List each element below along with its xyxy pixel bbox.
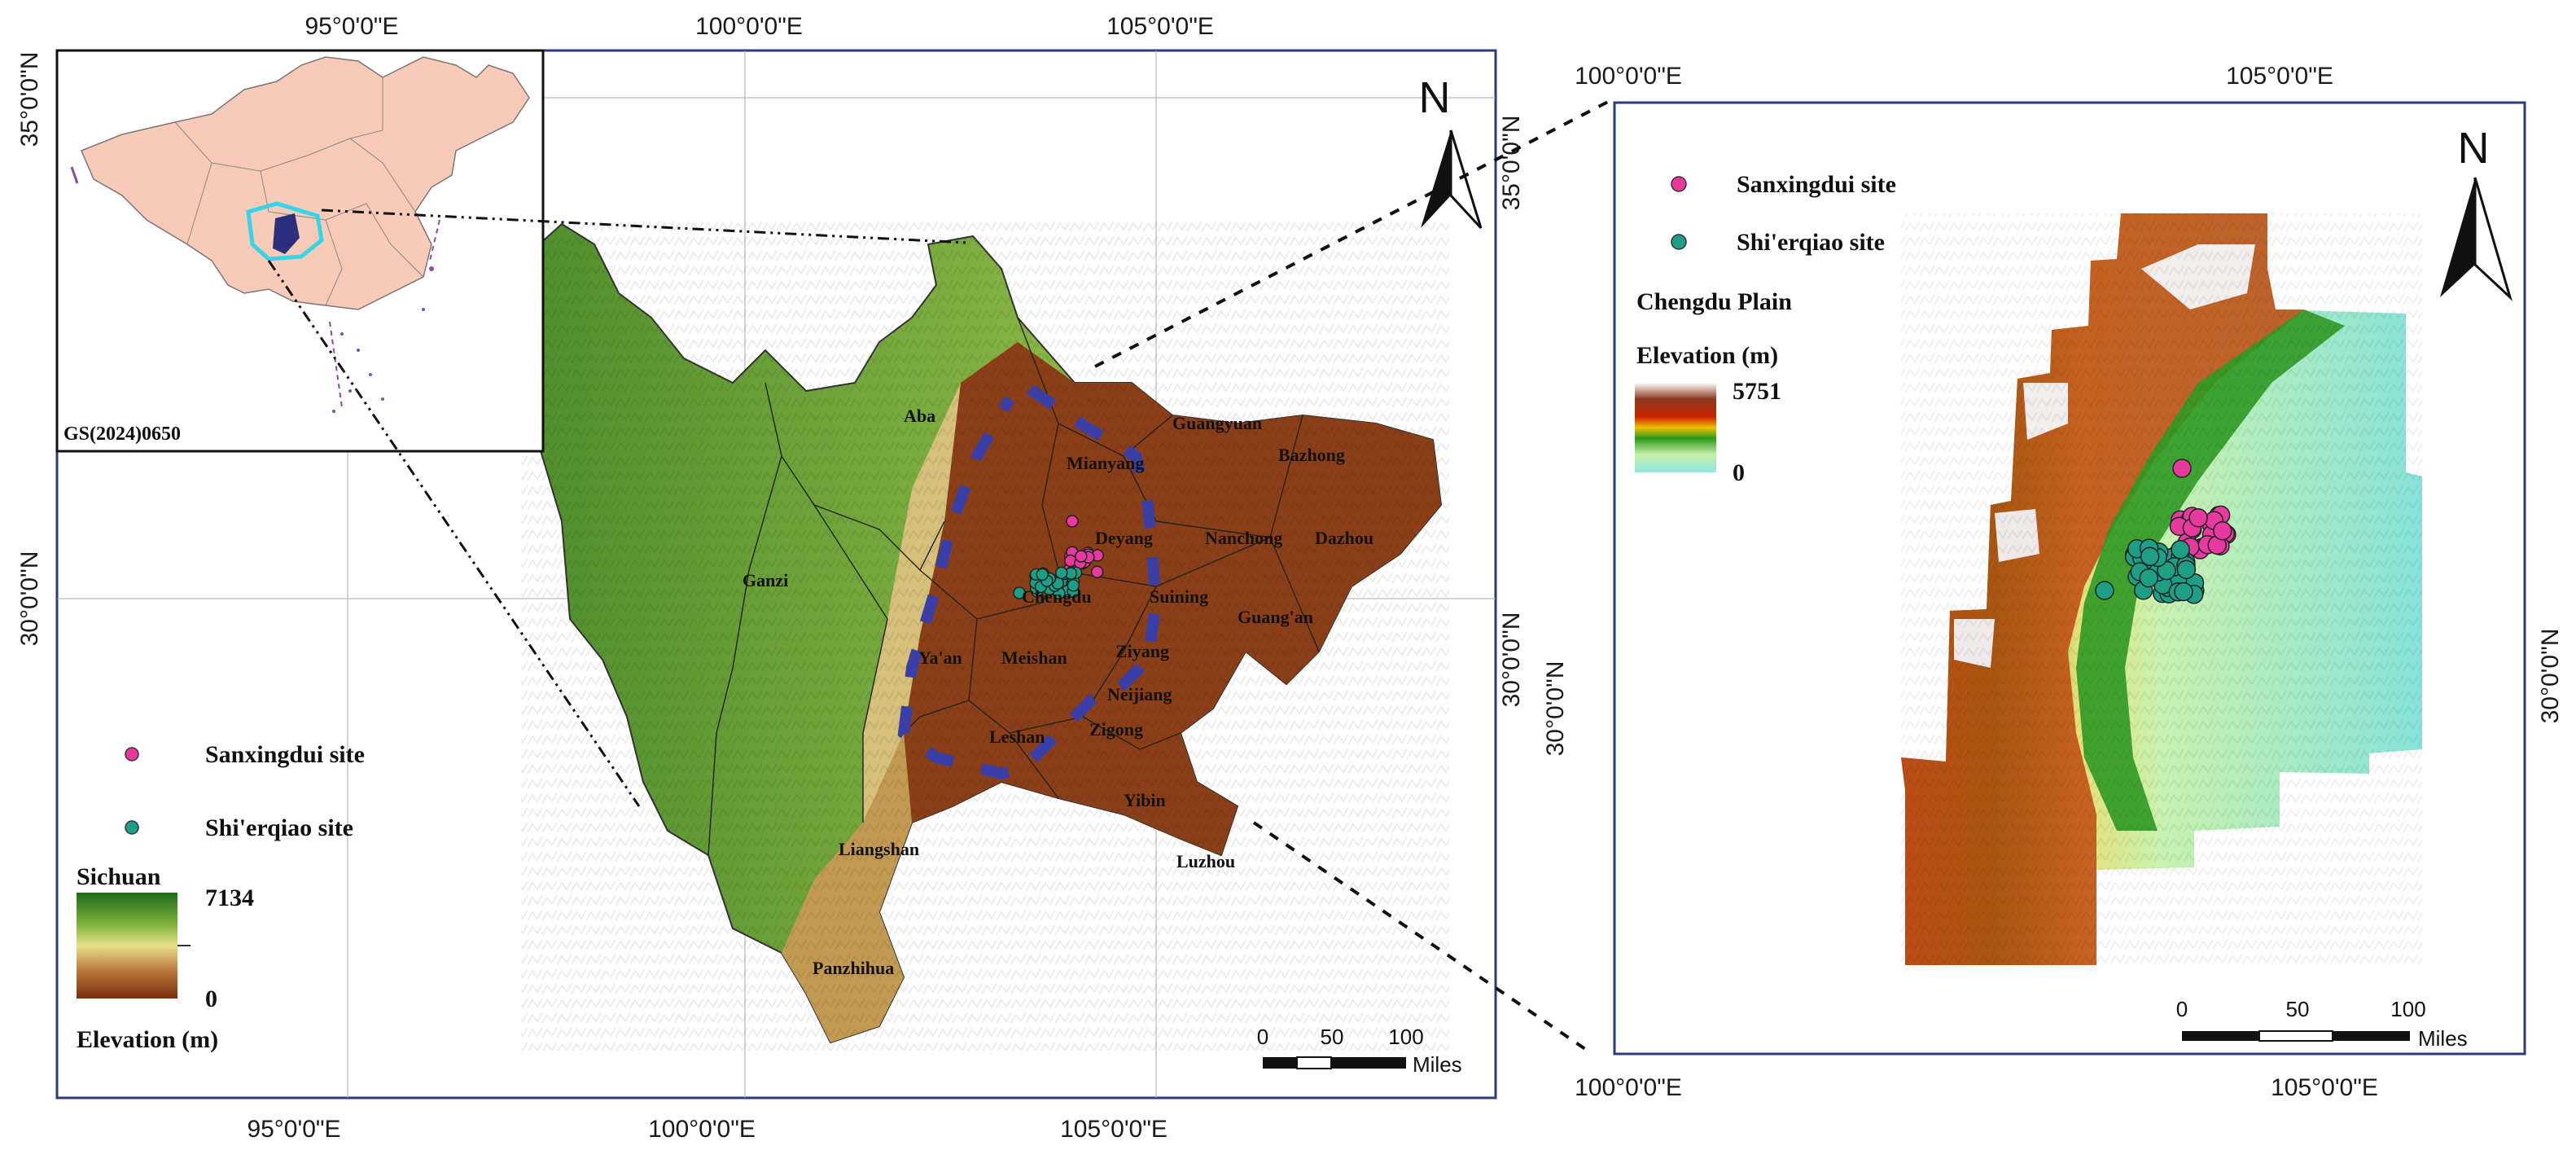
shierqiao-legend-label: Shi'erqiao site (205, 814, 353, 841)
city-label-panzhihua: Panzhihua (813, 958, 894, 978)
zoom-connector-line (1252, 821, 1589, 1052)
lon-label-top: 95°0'0"E (304, 13, 398, 40)
shierqiao-site-point (1067, 579, 1080, 592)
shierqiao-site-point (2139, 568, 2159, 588)
right-north-arrow: N (2440, 124, 2512, 301)
left-north-arrow: N (1419, 73, 1483, 230)
shierqiao-site-point (1036, 568, 1049, 582)
lat-label-right: 30°0'0"N (2537, 629, 2564, 724)
city-label-neijiang: Neijiang (1107, 684, 1172, 704)
left-legend: Sanxingdui site Shi'erqiao site Sichuan … (77, 741, 365, 1053)
city-label-yaan: Ya'an (918, 647, 962, 668)
chengdu-plain-outline (897, 384, 1163, 780)
scalebar-tick-label: 50 (2286, 997, 2310, 1021)
right-site-points (2095, 459, 2236, 604)
lat-label-left: 30°0'0"N (16, 551, 43, 647)
prefecture-borders (708, 317, 1320, 856)
city-label-aba: Aba (904, 406, 935, 426)
lon-label-bottom: 105°0'0"E (1060, 1116, 1168, 1143)
city-label-yibin: Yibin (1124, 790, 1166, 810)
elevation-max-label: 5751 (1733, 378, 1781, 405)
city-label-leshan: Leshan (989, 726, 1045, 747)
lon-label-bottom: 100°0'0"E (648, 1116, 756, 1143)
sanxingdui-legend-label: Sanxingdui site (1737, 171, 1896, 198)
lon-label-bottom: 100°0'0"E (1575, 1074, 1682, 1101)
shierqiao-site-point (1055, 566, 1068, 580)
lat-label-right: 35°0'0"N (1498, 116, 1525, 211)
city-label-dazhou: Dazhou (1315, 528, 1373, 548)
right-scalebar: 0 50 100 Miles (2176, 997, 2468, 1051)
scalebar-tick-label: 0 (2176, 997, 2188, 1021)
city-label-guangan: Guang'an (1238, 607, 1313, 627)
right-legend: Sanxingdui site Shi'erqiao site Chengdu … (1635, 171, 1896, 486)
city-label-mianyang: Mianyang (1067, 453, 1144, 473)
city-label-meishan: Meishan (1001, 647, 1067, 668)
city-label-suining: Suining (1150, 586, 1208, 607)
city-label-ziyang: Ziyang (1115, 641, 1169, 661)
sanxingdui-site-point (2188, 507, 2208, 528)
sanxingdui-site-point (1075, 550, 1088, 563)
left-scalebar: 0 50 100 Miles (1257, 1025, 1462, 1077)
scalebar-tick-label: 100 (1388, 1025, 1423, 1049)
city-label-deyang: Deyang (1095, 528, 1153, 548)
sanxingdui-legend-label: Sanxingdui site (205, 741, 365, 768)
sichuan-province (519, 220, 1449, 1051)
lon-label-top: 105°0'0"E (1106, 13, 1214, 40)
region-legend-title: Chengdu Plain (1636, 288, 1792, 315)
shierqiao-site-point (2157, 560, 2176, 581)
sanxingdui-site-point (1090, 565, 1104, 578)
shierqiao-site-point (2095, 581, 2114, 600)
city-label-luzhou: Luzhou (1176, 851, 1235, 871)
city-labels: Aba Guangyuan Bazhong Mianyang Deyang Na… (743, 406, 1373, 978)
sanxingdui-site-point (2172, 459, 2192, 478)
elevation-color-ramp (77, 893, 177, 999)
elevation-legend-title: Elevation (m) (1636, 342, 1778, 369)
lat-label-left: 35°0'0"N (16, 52, 43, 147)
north-label: N (2458, 124, 2490, 173)
city-label-zigong: Zigong (1089, 719, 1143, 740)
city-label-liangshan: Liangshan (839, 839, 919, 859)
inset-connector-line (267, 260, 641, 807)
lat-label-right: 30°0'0"N (1498, 612, 1525, 708)
elevation-legend-title: Elevation (m) (77, 1026, 218, 1053)
lon-label-bottom: 95°0'0"E (247, 1116, 340, 1143)
elevation-color-ramp (1635, 383, 1716, 472)
shierqiao-legend-marker (125, 820, 139, 835)
scalebar-unit: Miles (2418, 1026, 2468, 1051)
sanxingdui-legend-marker (125, 747, 139, 762)
city-label-nanchong: Nanchong (1205, 528, 1282, 548)
shierqiao-site-point (2174, 582, 2193, 602)
shierqiao-site-point (2140, 546, 2160, 567)
sanxingdui-legend-marker (1671, 176, 1687, 192)
elevation-min-label: 0 (1733, 459, 1745, 486)
lat-label-left: 30°0'0"N (1542, 661, 1569, 757)
shierqiao-legend-label: Shi'erqiao site (1737, 229, 1885, 256)
city-label-ganzi: Ganzi (743, 570, 788, 590)
north-label: N (1419, 73, 1451, 122)
china-inset: GS(2024)0650 (55, 49, 545, 453)
city-label-bazhong: Bazhong (1278, 445, 1345, 465)
city-label-guangyuan: Guangyuan (1172, 413, 1262, 433)
shierqiao-site-point (2171, 539, 2190, 560)
lon-label-bottom: 105°0'0"E (2271, 1074, 2378, 1101)
lon-label-top: 100°0'0"E (1575, 63, 1682, 90)
inset-map-code: GS(2024)0650 (64, 424, 181, 445)
scalebar-tick-label: 100 (2390, 997, 2425, 1021)
left-site-points (1013, 515, 1104, 600)
shierqiao-site-point (2176, 560, 2197, 579)
sanxingdui-site-point (2213, 520, 2232, 541)
scalebar-unit: Miles (1413, 1052, 1462, 1077)
lon-label-top: 100°0'0"E (695, 13, 803, 40)
city-label-chengdu: Chengdu (1022, 586, 1092, 607)
scalebar-tick-label: 0 (1257, 1025, 1268, 1049)
sanxingdui-site-point (1066, 515, 1079, 528)
lon-label-top: 105°0'0"E (2226, 63, 2333, 90)
elevation-min-label: 0 (205, 985, 217, 1012)
shierqiao-legend-marker (1671, 234, 1687, 250)
shierqiao-site-point (1013, 586, 1026, 599)
region-legend-title: Sichuan (77, 863, 161, 890)
scalebar-tick-label: 50 (1321, 1025, 1344, 1049)
elevation-max-label: 7134 (205, 884, 254, 911)
